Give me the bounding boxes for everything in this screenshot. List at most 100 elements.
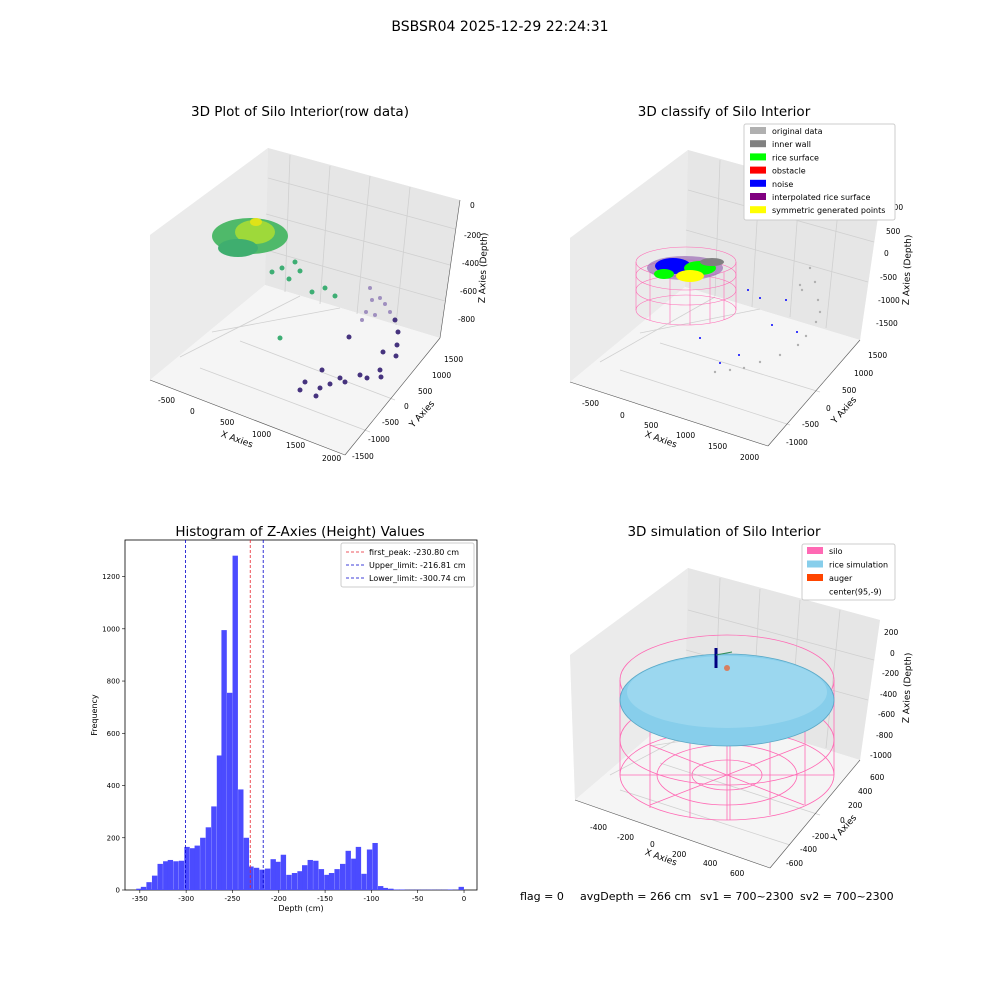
simulation-y-tick: 0 (840, 816, 845, 825)
histogram-x-tick: -100 (363, 895, 379, 903)
raw-y-tick: -500 (382, 418, 399, 427)
simulation-x-tick: -200 (617, 833, 634, 842)
raw-x-tick: 2000 (322, 454, 341, 463)
simulation-x-tick: 600 (730, 869, 745, 878)
simulation-legend-label: auger (829, 574, 853, 583)
panel-simulation-3d: 3D simulation of Silo Interior (570, 524, 914, 878)
histogram-y-tick: 1200 (102, 573, 120, 581)
raw-z-tick: -800 (458, 315, 475, 324)
raw-y-label: Y Axies (407, 399, 437, 431)
classify-y-tick: 500 (842, 386, 857, 395)
histogram-y-tick: 800 (107, 678, 120, 686)
simulation-legend-swatch (807, 560, 823, 568)
raw-x-tick: 500 (220, 418, 235, 427)
simulation-x-tick: 200 (672, 850, 687, 859)
simulation-y-tick: -600 (786, 859, 803, 868)
simulation-z-tick: -400 (880, 690, 897, 699)
histogram-bar (189, 848, 196, 890)
classify-legend: original data inner wall rice surface obsta… (743, 123, 896, 221)
histogram-bar (184, 846, 190, 890)
classify-x-tick: 1500 (708, 442, 727, 451)
simulation-auger (714, 648, 733, 671)
classify-y-tick: 0 (826, 404, 831, 413)
simulation-legend-label: rice simulation (829, 561, 888, 570)
histogram-bar (286, 874, 292, 890)
histogram-bar (345, 850, 351, 890)
histogram-bar (291, 873, 298, 890)
histogram-legend-label: Lower_limit: -300.74 cm (369, 574, 466, 583)
simulation-rice-surface (619, 653, 835, 747)
raw-y-tick: -1500 (352, 452, 374, 461)
status-sv2: sv2 = 700~2300 (800, 890, 894, 903)
histogram-bar (302, 865, 308, 890)
simulation-x-tick: -400 (590, 823, 607, 832)
classify-x-tick: 1000 (676, 431, 695, 440)
raw-x-label: X Axies (219, 430, 254, 451)
simulation-x-ticks: -400 -200 0 200 400 600 (590, 823, 745, 878)
histogram-y-tick: 0 (116, 887, 120, 895)
classify-legend-swatch (750, 140, 766, 148)
classify-y-tick: 1500 (868, 351, 887, 360)
raw-y-tick: 500 (418, 387, 433, 396)
simulation-y-tick: 600 (870, 773, 885, 782)
simulation-z-label: Z Axies (Depth) (902, 653, 914, 724)
histogram-bar (270, 859, 276, 890)
raw-z-tick: -200 (464, 231, 481, 240)
classify-legend-label: obstacle (772, 167, 806, 176)
classify-z-ticks: 1000 500 0 -500 -1000 -1500 (876, 203, 903, 328)
histogram-bar (393, 889, 400, 890)
simulation-z-tick: -800 (876, 731, 893, 740)
panel-title-raw: 3D Plot of Silo Interior(row data) (191, 104, 409, 120)
panel-title-simulation: 3D simulation of Silo Interior (627, 524, 821, 540)
status-avg-depth: avgDepth = 266 cm (580, 890, 691, 903)
histogram-bar (388, 888, 394, 890)
histogram-y-tick: 400 (107, 782, 120, 790)
histogram-bar (146, 882, 152, 890)
histogram-bar (458, 886, 464, 890)
simulation-z-ticks: 200 0 -200 -400 -600 -800 -1000 (870, 628, 899, 760)
classify-y-ticks: -1000 -500 0 500 1000 1500 (786, 351, 887, 447)
histogram-bar (163, 861, 169, 890)
histogram-y-tick: 600 (107, 730, 120, 738)
histogram-bar (238, 789, 244, 890)
simulation-z-tick: 200 (884, 628, 899, 637)
simulation-legend: silo rice simulation auger center(95,-9) (801, 543, 896, 601)
histogram-bar (200, 837, 206, 890)
histogram-bar (324, 874, 330, 890)
histogram-bar (372, 842, 378, 890)
status-line: flag = 0 avgDepth = 266 cm sv1 = 700~230… (520, 890, 894, 903)
simulation-legend-swatch (807, 547, 823, 554)
histogram-x-label: Depth (cm) (278, 904, 323, 913)
raw-z-label: Z Axies (Depth) (478, 233, 490, 304)
classify-legend-label: original data (772, 127, 823, 136)
histogram-bar (157, 863, 163, 890)
histogram-bar (253, 867, 260, 890)
histogram-bar (307, 859, 313, 890)
histogram-bars (136, 555, 464, 890)
histogram-bar (264, 868, 271, 890)
histogram-bar (221, 630, 227, 890)
histogram-bar (140, 886, 147, 890)
histogram-bar (232, 555, 238, 890)
classify-x-tick: 500 (644, 421, 659, 430)
histogram-bar (194, 845, 200, 890)
simulation-z-tick: -1000 (870, 751, 892, 760)
classify-z-tick: 500 (886, 227, 901, 236)
classify-legend-label: symmetric generated points (772, 206, 885, 215)
simulation-legend-label: silo (829, 547, 843, 556)
histogram-bar (361, 873, 367, 890)
histogram-x-tick: -200 (271, 895, 287, 903)
histogram-bar (211, 806, 217, 890)
histogram-bar (216, 755, 223, 890)
histogram-bar (318, 869, 325, 890)
histogram-bar (178, 860, 185, 890)
classify-legend-label: interpolated rice surface (772, 193, 870, 202)
panel-classify-3d: 3D classify of Silo Interior (569, 104, 914, 462)
histogram-bar (382, 887, 388, 890)
classify-legend-label: noise (772, 180, 793, 189)
histogram-x-tick: -50 (412, 895, 423, 903)
raw-x-tick: 0 (190, 407, 195, 416)
panel-title-classify: 3D classify of Silo Interior (638, 104, 811, 120)
histogram-bar (399, 889, 405, 890)
simulation-z-tick: -600 (878, 710, 895, 719)
